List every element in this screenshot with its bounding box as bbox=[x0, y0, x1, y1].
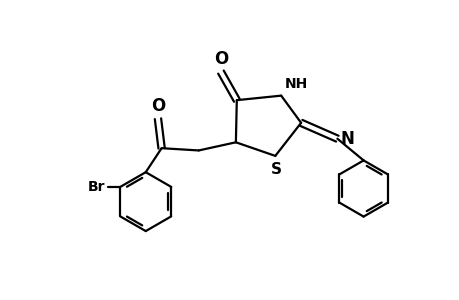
Text: N: N bbox=[339, 130, 353, 148]
Text: O: O bbox=[151, 97, 165, 115]
Text: Br: Br bbox=[88, 180, 106, 194]
Text: O: O bbox=[213, 50, 228, 68]
Text: NH: NH bbox=[284, 77, 308, 91]
Text: S: S bbox=[270, 162, 281, 177]
